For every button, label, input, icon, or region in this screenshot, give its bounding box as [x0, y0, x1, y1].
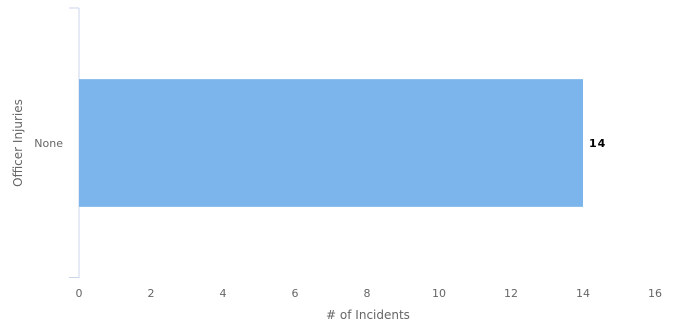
category-labels: None — [34, 137, 63, 150]
x-tick-label: 2 — [148, 287, 155, 300]
x-tick-label: 14 — [576, 287, 590, 300]
category-label: None — [34, 137, 63, 150]
x-tick-label: 4 — [220, 287, 227, 300]
x-axis-title: # of Incidents — [326, 308, 410, 322]
x-tick-label: 0 — [76, 287, 83, 300]
bars-group — [79, 79, 583, 207]
x-tick-label: 8 — [364, 287, 371, 300]
x-tick-labels: 0 2 4 6 8 10 12 14 16 — [76, 287, 663, 300]
data-label: 14 — [589, 137, 606, 150]
data-labels: 14 — [589, 137, 606, 150]
bar-none[interactable] — [79, 79, 583, 207]
x-tick-label: 10 — [432, 287, 446, 300]
x-tick-label: 6 — [292, 287, 299, 300]
y-axis-title: Officer Injuries — [11, 99, 25, 187]
x-tick-label: 12 — [504, 287, 518, 300]
x-tick-label: 16 — [648, 287, 662, 300]
